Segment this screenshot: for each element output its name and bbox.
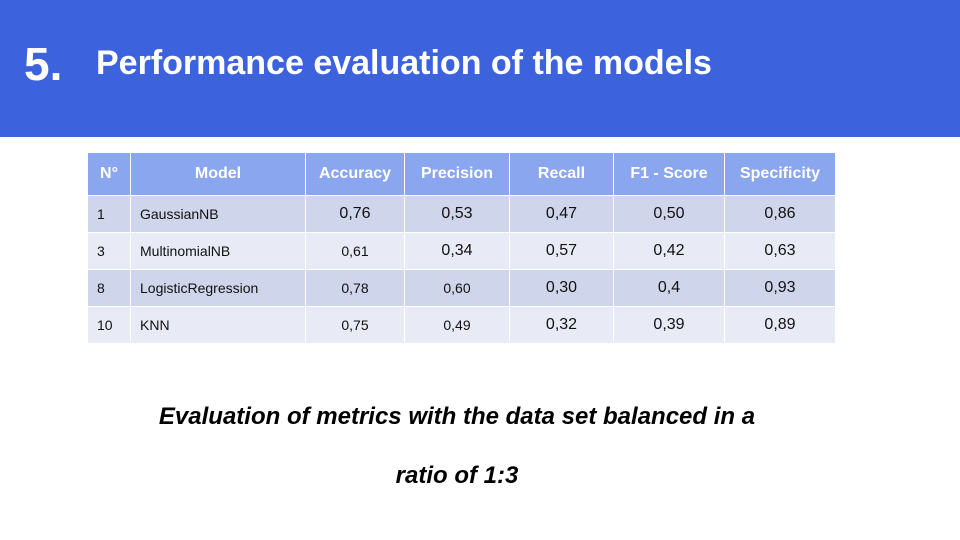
- column-header-accuracy: Accuracy: [305, 152, 405, 196]
- cell-model: MultinomialNB: [130, 232, 306, 270]
- cell-accuracy: 0,61: [305, 232, 405, 270]
- cell-f1-score: 0,39: [613, 306, 725, 344]
- cell-accuracy: 0,78: [305, 269, 405, 307]
- cell-precision: 0,53: [404, 195, 510, 233]
- cell-number: 3: [87, 232, 131, 270]
- metrics-table: N° Model Accuracy Precision Recall F1 - …: [87, 152, 836, 344]
- cell-specificity: 0,86: [724, 195, 836, 233]
- cell-specificity: 0,63: [724, 232, 836, 270]
- table-row: 1 GaussianNB 0,76 0,53 0,47 0,50 0,86: [87, 195, 836, 233]
- column-header-model: Model: [130, 152, 306, 196]
- section-number: 5.: [24, 38, 63, 90]
- column-header-precision: Precision: [404, 152, 510, 196]
- cell-number: 1: [87, 195, 131, 233]
- table-row: 10 KNN 0,75 0,49 0,32 0,39 0,89: [87, 306, 836, 344]
- column-header-number: N°: [87, 152, 131, 196]
- cell-model: GaussianNB: [130, 195, 306, 233]
- cell-accuracy: 0,75: [305, 306, 405, 344]
- cell-specificity: 0,89: [724, 306, 836, 344]
- title-banner: 5. Performance evaluation of the models: [0, 0, 960, 137]
- cell-number: 10: [87, 306, 131, 344]
- cell-number: 8: [87, 269, 131, 307]
- cell-model: LogisticRegression: [130, 269, 306, 307]
- caption-line-1: Evaluation of metrics with the data set …: [158, 403, 756, 430]
- cell-recall: 0,32: [509, 306, 614, 344]
- cell-recall: 0,30: [509, 269, 614, 307]
- column-header-specificity: Specificity: [724, 152, 836, 196]
- cell-f1-score: 0,50: [613, 195, 725, 233]
- cell-precision: 0,60: [404, 269, 510, 307]
- cell-accuracy: 0,76: [305, 195, 405, 233]
- caption-line-2: ratio of 1:3: [395, 462, 519, 489]
- cell-specificity: 0,93: [724, 269, 836, 307]
- cell-f1-score: 0,4: [613, 269, 725, 307]
- slide-title: Performance evaluation of the models: [96, 44, 712, 82]
- column-header-f1-score: F1 - Score: [613, 152, 725, 196]
- table-row: 8 LogisticRegression 0,78 0,60 0,30 0,4 …: [87, 269, 836, 307]
- column-header-recall: Recall: [509, 152, 614, 196]
- cell-recall: 0,47: [509, 195, 614, 233]
- cell-model: KNN: [130, 306, 306, 344]
- cell-precision: 0,49: [404, 306, 510, 344]
- cell-precision: 0,34: [404, 232, 510, 270]
- cell-recall: 0,57: [509, 232, 614, 270]
- table-header-row: N° Model Accuracy Precision Recall F1 - …: [87, 152, 836, 196]
- table-row: 3 MultinomialNB 0,61 0,34 0,57 0,42 0,63: [87, 232, 836, 270]
- cell-f1-score: 0,42: [613, 232, 725, 270]
